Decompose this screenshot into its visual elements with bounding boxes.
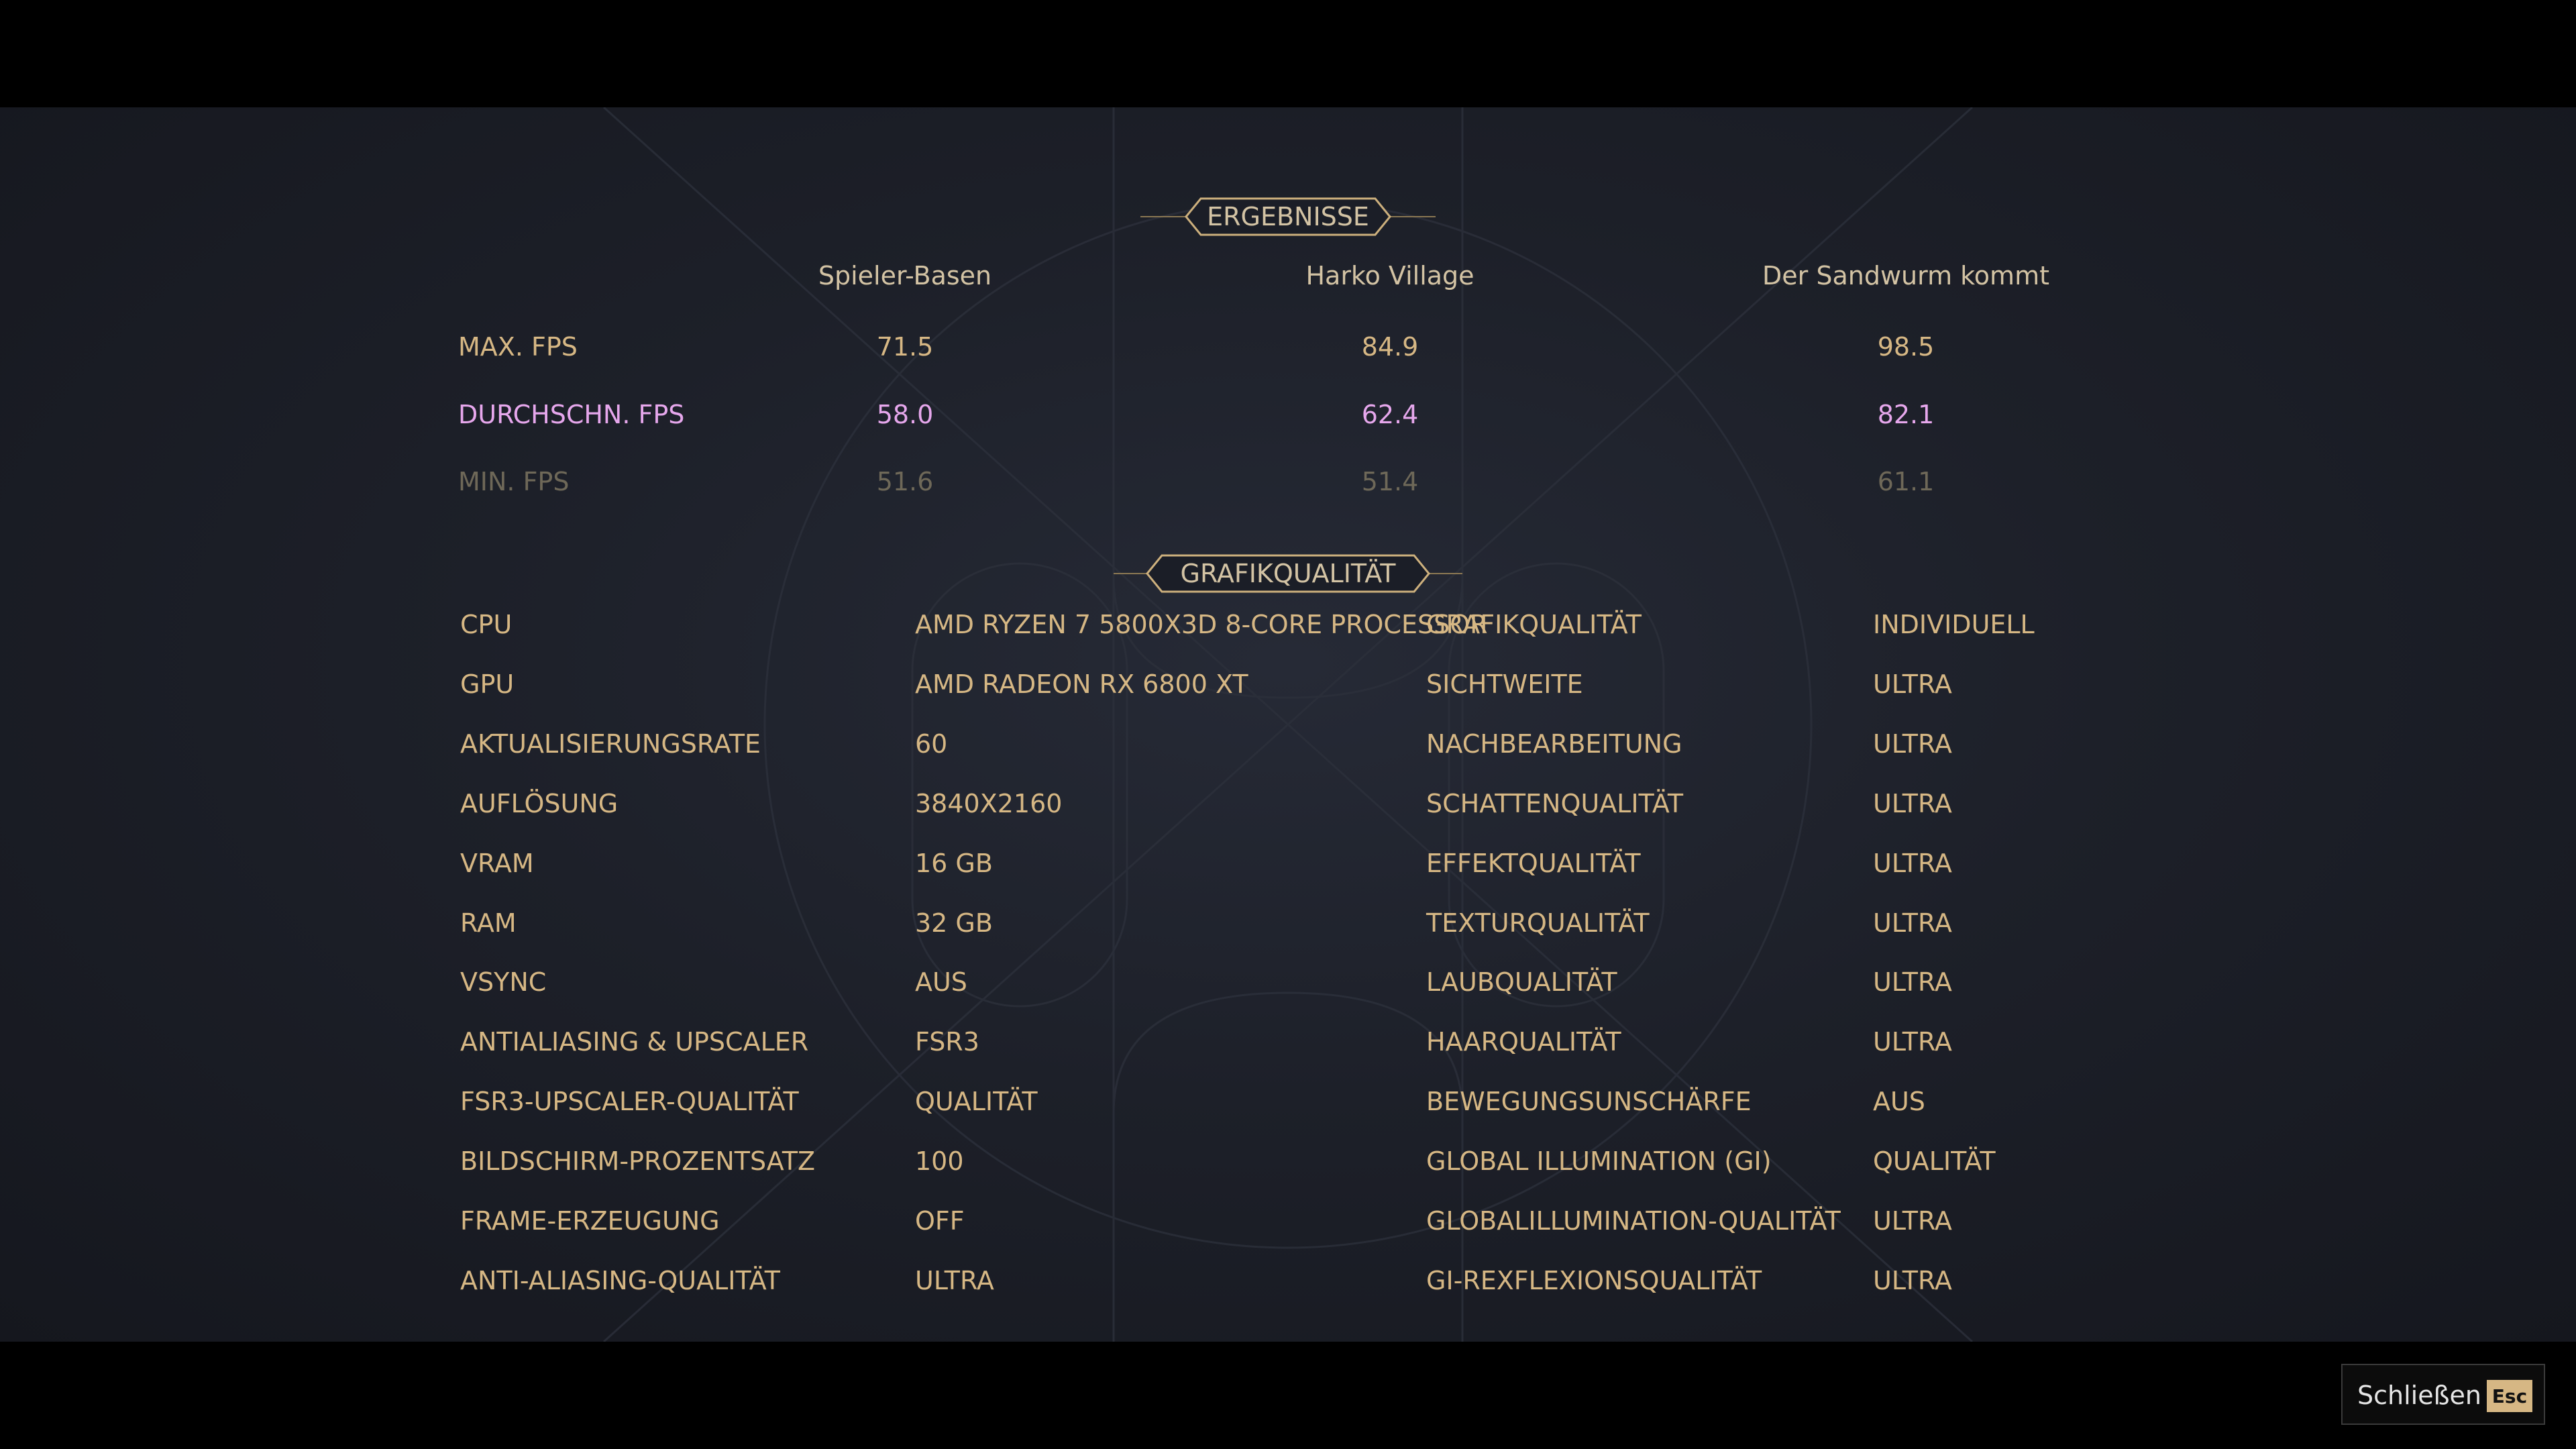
setting-value: QUALITÄT bbox=[915, 1087, 1038, 1117]
setting-value: 3840X2160 bbox=[915, 788, 1063, 818]
section-title: GRAFIKQUALITÄT bbox=[1180, 559, 1396, 588]
setting-value: 32 GB bbox=[915, 908, 993, 938]
setting-label: GRAFIKQUALITÄT bbox=[1426, 610, 1642, 639]
fps-value: 58.0 bbox=[876, 399, 934, 429]
setting-label: GLOBAL ILLUMINATION (GI) bbox=[1426, 1146, 1772, 1177]
setting-value: ULTRA bbox=[1873, 669, 1952, 699]
section-title: ERGEBNISSE bbox=[1207, 202, 1369, 231]
setting-value: ULTRA bbox=[1873, 1265, 1952, 1295]
setting-value: AUS bbox=[915, 967, 967, 998]
column-header: Der Sandwurm kommt bbox=[1762, 261, 2050, 290]
fps-value: 82.1 bbox=[1877, 399, 1935, 429]
setting-value: AMD RADEON RX 6800 XT bbox=[915, 669, 1248, 699]
setting-label: VSYNC bbox=[460, 967, 547, 998]
background-ornament bbox=[602, 107, 1974, 1342]
setting-value: 60 bbox=[915, 729, 948, 759]
setting-label: VRAM bbox=[460, 848, 534, 878]
setting-value: ULTRA bbox=[1873, 908, 1952, 938]
row-label: DURCHSCHN. FPS bbox=[458, 399, 685, 429]
setting-label: GI-REXFLEXIONSQUALITÄT bbox=[1426, 1265, 1762, 1295]
setting-label: BEWEGUNGSUNSCHÄRFE bbox=[1426, 1087, 1752, 1117]
key-hint: Esc bbox=[2487, 1380, 2532, 1412]
setting-label: FSR3-UPSCALER-QUALITÄT bbox=[460, 1087, 799, 1117]
row-label: MIN. FPS bbox=[458, 467, 570, 496]
setting-value: AMD RYZEN 7 5800X3D 8-CORE PROCESSOR bbox=[915, 610, 1488, 639]
close-button[interactable]: Schließen Esc bbox=[2341, 1364, 2545, 1425]
setting-label: LAUBQUALITÄT bbox=[1426, 967, 1617, 998]
setting-value: OFF bbox=[915, 1206, 965, 1236]
benchmark-panel bbox=[0, 107, 2576, 1342]
fps-value: 98.5 bbox=[1877, 332, 1935, 362]
setting-label: NACHBEARBEITUNG bbox=[1426, 729, 1682, 759]
setting-label: BILDSCHIRM-PROZENTSATZ bbox=[460, 1146, 816, 1177]
setting-value: ULTRA bbox=[1873, 788, 1952, 818]
setting-label: RAM bbox=[460, 908, 517, 938]
close-label: Schließen bbox=[2357, 1381, 2481, 1410]
setting-label: GLOBALILLUMINATION-QUALITÄT bbox=[1426, 1206, 1841, 1236]
setting-label: EFFEKTQUALITÄT bbox=[1426, 848, 1641, 878]
setting-label: AUFLÖSUNG bbox=[460, 788, 619, 818]
setting-value: ULTRA bbox=[1873, 967, 1952, 998]
section-badge bbox=[1140, 197, 1436, 236]
setting-label: ANTIALIASING & UPSCALER bbox=[460, 1027, 809, 1057]
fps-value: 71.5 bbox=[876, 332, 934, 362]
setting-value: ULTRA bbox=[1873, 1206, 1952, 1236]
setting-label: SICHTWEITE bbox=[1426, 669, 1583, 699]
setting-value: 16 GB bbox=[915, 848, 993, 878]
setting-label: SCHATTENQUALITÄT bbox=[1426, 788, 1684, 818]
setting-label: FRAME-ERZEUGUNG bbox=[460, 1206, 720, 1236]
setting-label: HAARQUALITÄT bbox=[1426, 1027, 1621, 1057]
setting-value: 100 bbox=[915, 1146, 964, 1177]
column-header: Harko Village bbox=[1305, 261, 1474, 290]
setting-value: FSR3 bbox=[915, 1027, 979, 1057]
column-header: Spieler-Basen bbox=[818, 261, 992, 290]
fps-value: 62.4 bbox=[1361, 399, 1419, 429]
setting-label: AKTUALISIERUNGSRATE bbox=[460, 729, 761, 759]
section-badge bbox=[1114, 554, 1462, 593]
setting-value: ULTRA bbox=[915, 1265, 994, 1295]
setting-label: GPU bbox=[460, 669, 515, 699]
fps-value: 51.4 bbox=[1361, 467, 1419, 496]
setting-value: AUS bbox=[1873, 1087, 1925, 1117]
setting-value: ULTRA bbox=[1873, 729, 1952, 759]
row-label: MAX. FPS bbox=[458, 332, 578, 362]
fps-value: 51.6 bbox=[876, 467, 934, 496]
fps-value: 84.9 bbox=[1361, 332, 1419, 362]
fps-value: 61.1 bbox=[1877, 467, 1935, 496]
setting-value: INDIVIDUELL bbox=[1873, 610, 2035, 639]
setting-label: TEXTURQUALITÄT bbox=[1426, 908, 1650, 938]
setting-label: ANTI-ALIASING-QUALITÄT bbox=[460, 1265, 781, 1295]
setting-value: ULTRA bbox=[1873, 1027, 1952, 1057]
setting-label: CPU bbox=[460, 610, 513, 639]
setting-value: ULTRA bbox=[1873, 848, 1952, 878]
setting-value: QUALITÄT bbox=[1873, 1146, 1996, 1177]
